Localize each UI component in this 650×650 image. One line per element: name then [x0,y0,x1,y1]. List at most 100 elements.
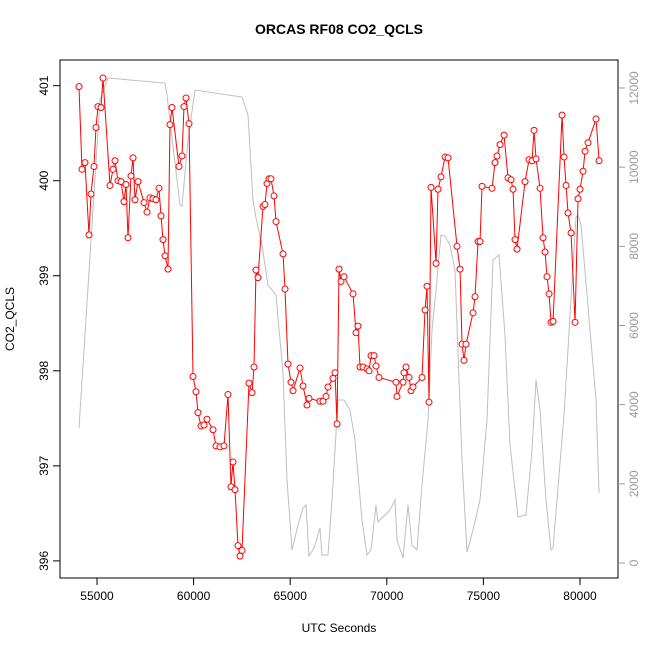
data-point [471,293,479,301]
data-point [476,238,484,246]
y2-tick-label: 0 [627,559,641,566]
data-point [349,290,357,298]
data-point [333,420,341,428]
series-line [78,78,600,559]
data-point [399,378,407,386]
data-point [168,104,176,112]
x-tick-label: 75000 [467,589,501,603]
data-point [272,218,280,226]
y-tick-label: 396 [37,551,51,571]
data-point [284,360,292,368]
data-point [456,265,464,273]
data-point [111,157,119,165]
data-point [562,181,570,189]
data-point [78,165,86,173]
data-point [507,176,515,184]
data-point [122,181,130,189]
data-point [392,378,400,386]
data-point [182,94,190,102]
data-point [513,245,521,253]
data-point [340,273,348,281]
data-point [143,208,151,216]
data-point [106,181,114,189]
data-point [166,121,174,129]
data-point [437,173,445,181]
data-point [152,196,160,204]
data-point [279,250,287,258]
data-point [500,131,508,139]
data-point [496,141,504,149]
data-point [375,373,383,381]
data-point [418,373,426,381]
data-point [220,442,228,450]
data-point [370,352,378,360]
data-point [245,379,253,387]
data-point [453,242,461,250]
data-point [532,155,540,163]
data-point [571,318,579,326]
data-point [231,486,239,494]
data-point [427,183,435,191]
data-point [192,388,200,396]
y2-tick-label: 12000 [627,71,641,105]
y2-tick-label: 2000 [627,470,641,497]
data-point [352,329,360,337]
data-point [75,83,83,91]
data-point [289,387,297,395]
data-point [444,154,452,162]
y-tick-label: 401 [37,75,51,95]
data-point [236,552,244,560]
data-point [543,273,551,281]
data-point [185,120,193,128]
data-point [90,162,98,170]
data-point [189,373,197,381]
data-point [127,172,135,180]
data-point [157,212,165,220]
data-point [97,104,105,112]
data-point [120,198,128,206]
data-point [549,317,557,325]
plot-frame [59,59,619,579]
data-point [180,103,188,111]
data-point [331,369,339,377]
data-point [281,285,289,293]
data-point [287,378,295,386]
y2-tick-label: 10000 [627,150,641,184]
data-point [99,74,107,82]
data-point [87,190,95,198]
data-point [164,265,172,273]
data-point [592,115,600,123]
data-point [203,415,211,423]
chart-title: ORCAS RF08 CO2_QCLS [255,21,423,37]
x-tick-label: 65000 [274,589,308,603]
data-point [521,178,529,186]
data-point [493,152,501,160]
y-tick-label: 400 [37,170,51,190]
data-point [161,252,169,260]
data-point [252,266,260,274]
y2-tick-label: 4000 [627,391,641,418]
data-point [511,236,519,244]
data-point [303,401,311,409]
data-point [296,364,304,372]
data-point [595,157,603,165]
data-point [423,282,431,290]
data-point [267,175,275,183]
data-point [393,392,401,400]
data-point [545,290,553,298]
data-point [539,234,547,242]
data-point [421,306,429,314]
data-point [270,192,278,200]
data-point [491,159,499,167]
data-point [402,363,410,371]
data-point [81,159,89,167]
data-point [460,356,468,364]
data-point [131,196,139,204]
series-line [78,77,600,559]
data-point [329,374,337,382]
data-point [175,162,183,170]
y-tick-label: 398 [37,360,51,380]
data-point [134,178,142,186]
data-point [536,184,544,192]
x-tick-label: 55000 [80,589,114,603]
